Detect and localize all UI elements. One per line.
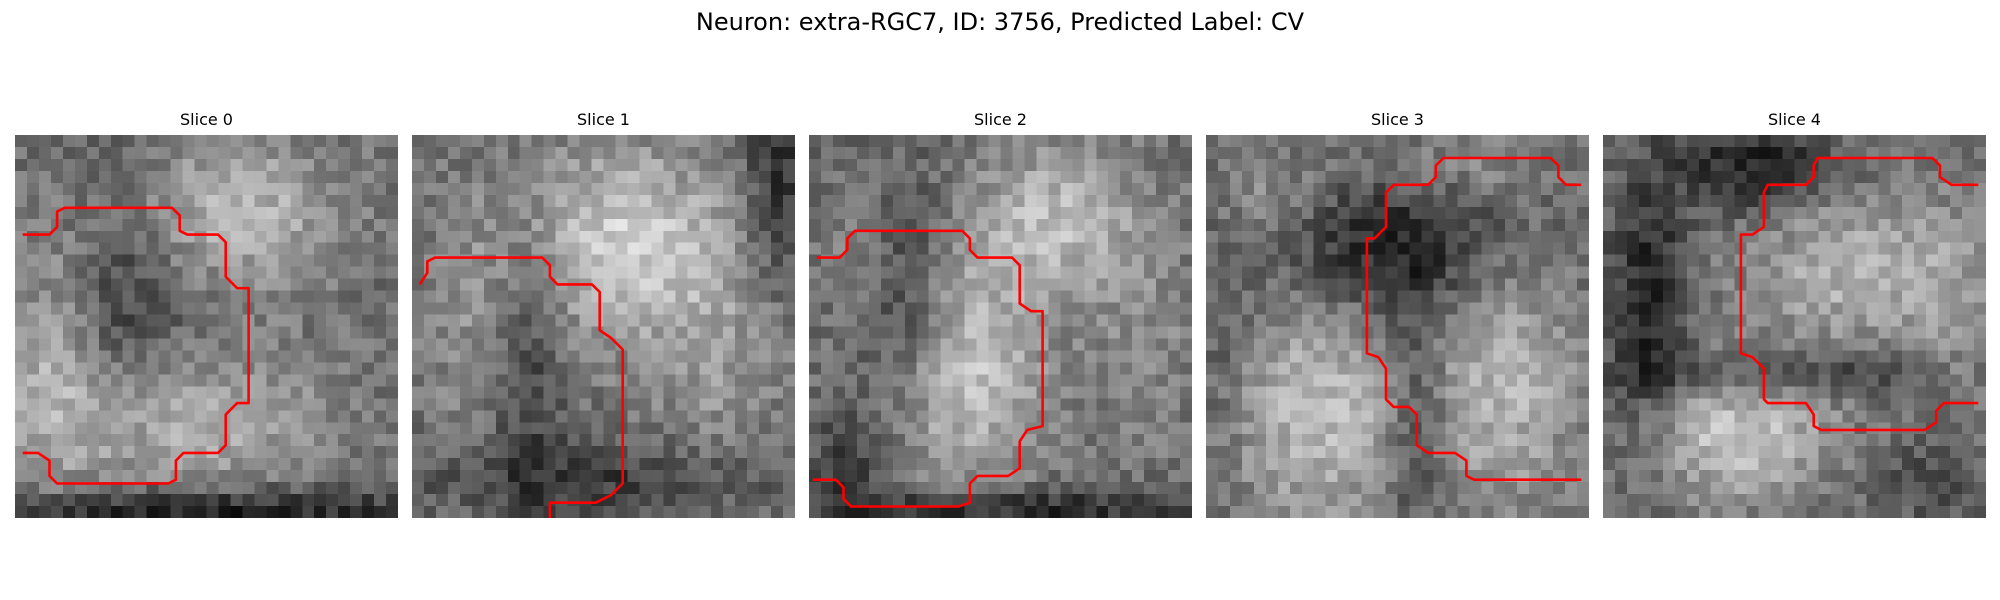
slice-image-3 bbox=[1206, 135, 1589, 518]
slice-image-4 bbox=[1603, 135, 1986, 518]
slice-title-0: Slice 0 bbox=[180, 110, 233, 129]
slice-texture-3 bbox=[1206, 135, 1589, 518]
segmentation-contour-1 bbox=[418, 256, 624, 518]
slice-texture-0 bbox=[15, 135, 398, 518]
slice-texture-2 bbox=[809, 135, 1192, 518]
slice-panel-4: Slice 4 bbox=[1603, 110, 1986, 520]
segmentation-contour-2 bbox=[812, 229, 1044, 508]
slice-panel-3: Slice 3 bbox=[1206, 110, 1589, 520]
slice-image-2 bbox=[809, 135, 1192, 518]
segmentation-contour-0 bbox=[22, 206, 250, 485]
slice-texture-1 bbox=[412, 135, 795, 518]
slice-title-3: Slice 3 bbox=[1371, 110, 1424, 129]
slice-texture-4 bbox=[1603, 135, 1986, 518]
slice-image-1 bbox=[412, 135, 795, 518]
slice-image-0 bbox=[15, 135, 398, 518]
segmentation-contour-4 bbox=[1739, 156, 1979, 432]
slice-panel-1: Slice 1 bbox=[412, 110, 795, 520]
figure-title: Neuron: extra-RGC7, ID: 3756, Predicted … bbox=[695, 8, 1305, 36]
slice-panel-2: Slice 2 bbox=[809, 110, 1192, 520]
segmentation-contour-3 bbox=[1365, 156, 1582, 482]
slice-title-2: Slice 2 bbox=[974, 110, 1027, 129]
slice-title-4: Slice 4 bbox=[1768, 110, 1821, 129]
slice-title-1: Slice 1 bbox=[577, 110, 630, 129]
slice-panel-0: Slice 0 bbox=[15, 110, 398, 520]
